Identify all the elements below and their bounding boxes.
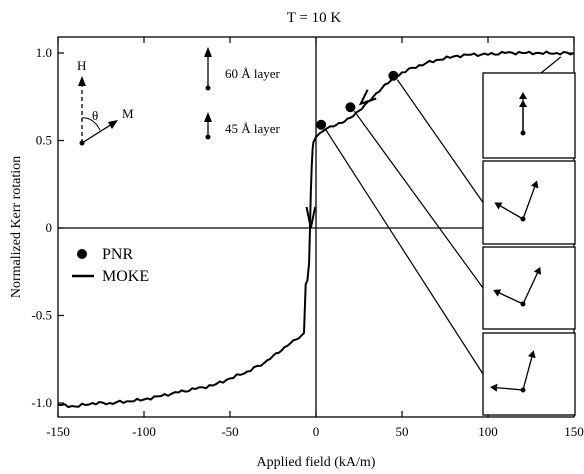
- y-tick-label: 0.5: [36, 133, 52, 148]
- y-tick-label: -1.0: [31, 395, 52, 410]
- inset-45-layer-arrow-shaft: [497, 387, 524, 391]
- inset-60-layer-arrow-arrowhead-icon: [530, 180, 539, 189]
- y-tick-label: 1.0: [36, 45, 52, 60]
- layer-45-arrowhead-icon: [204, 112, 212, 122]
- inset-60-layer-arrow-shaft: [522, 186, 536, 220]
- layer-key: 60 Å layer 45 Å layer: [204, 47, 281, 140]
- layer-60-label: 60 Å layer: [225, 66, 281, 81]
- pnr-point: [388, 70, 399, 81]
- y-tick-label: 0: [46, 220, 53, 235]
- inset-60-layer-arrow-arrowhead-icon: [533, 266, 541, 275]
- moment-arrowhead-icon: [108, 120, 118, 129]
- x-tick-labels: -150 -100 -50 0 50 100 150: [46, 424, 584, 439]
- inset-60-layer-arrow-shaft: [522, 356, 533, 391]
- y-axis-label: Normalized Kerr rotation: [9, 156, 24, 298]
- inset-connector: [396, 79, 484, 203]
- inset-60-layer-arrow-arrowhead-icon: [527, 350, 536, 359]
- moment-direction-line: [81, 123, 113, 144]
- x-tick-label: 50: [396, 424, 409, 439]
- vector-origin-dot: [79, 140, 85, 146]
- inset-60-layer-arrow-shaft: [522, 272, 538, 305]
- legend-pnr-label: PNR: [102, 246, 133, 263]
- angle-arc: [81, 117, 101, 131]
- x-tick-label: -150: [46, 424, 70, 439]
- legend-pnr-marker: [77, 249, 87, 259]
- moment-label: M: [122, 106, 134, 121]
- inset-45-layer-arrow-arrowhead-icon: [490, 383, 498, 392]
- vector-key: H θ M: [77, 58, 134, 146]
- inset-connector: [353, 110, 484, 289]
- inset-60-layer-arrow-arrowhead-icon: [519, 92, 527, 99]
- inset-boxes: [482, 72, 576, 416]
- inset-box: [482, 246, 576, 330]
- pnr-point: [345, 102, 356, 113]
- inset-box: [482, 332, 576, 416]
- inset-45-layer-arrow-arrowhead-icon: [519, 100, 527, 107]
- inset-connector: [324, 128, 484, 375]
- inset-origin-dot: [520, 130, 526, 136]
- pnr-point: [316, 119, 327, 130]
- x-tick-label: -100: [132, 424, 156, 439]
- inset-connector: [540, 56, 562, 74]
- inset-45-layer-arrow-shaft: [500, 205, 524, 220]
- x-tick-label: 0: [313, 424, 320, 439]
- legend-moke-label: MOKE: [102, 268, 149, 285]
- inset-45-layer-arrow-arrowhead-icon: [494, 202, 503, 210]
- layer-45-label: 45 Å layer: [225, 121, 281, 136]
- x-tick-label: -50: [221, 424, 238, 439]
- field-arrowhead-icon: [78, 76, 86, 86]
- layer-60-origin-dot: [205, 85, 211, 91]
- inset-box: [482, 72, 576, 159]
- inset-45-layer-arrow-arrowhead-icon: [493, 289, 502, 297]
- chart-title: T = 10 K: [287, 10, 342, 26]
- inset-connector-lines: [324, 56, 562, 375]
- inset-origin-dot: [520, 301, 526, 307]
- x-tick-label: 100: [478, 424, 498, 439]
- y-tick-labels: -1.0 -0.5 0 0.5 1.0: [31, 45, 52, 410]
- x-tick-label: 150: [564, 424, 584, 439]
- moke-curve: [57, 50, 575, 409]
- field-label: H: [77, 58, 86, 73]
- legend: PNR MOKE: [72, 246, 149, 285]
- inset-45-layer-arrow-shaft: [499, 292, 524, 305]
- layer-45-origin-dot: [205, 134, 211, 140]
- angle-label: θ: [92, 108, 98, 123]
- layer-60-arrowhead-icon: [204, 47, 212, 57]
- inset-origin-dot: [520, 387, 526, 393]
- sweep-arrow-icon: [358, 89, 377, 106]
- series-group: [57, 50, 575, 409]
- sweep-arrow-icon: [305, 206, 317, 229]
- x-axis-label: Applied field (kA/m): [257, 455, 376, 470]
- inset-origin-dot: [520, 216, 526, 222]
- y-tick-label: -0.5: [31, 308, 52, 323]
